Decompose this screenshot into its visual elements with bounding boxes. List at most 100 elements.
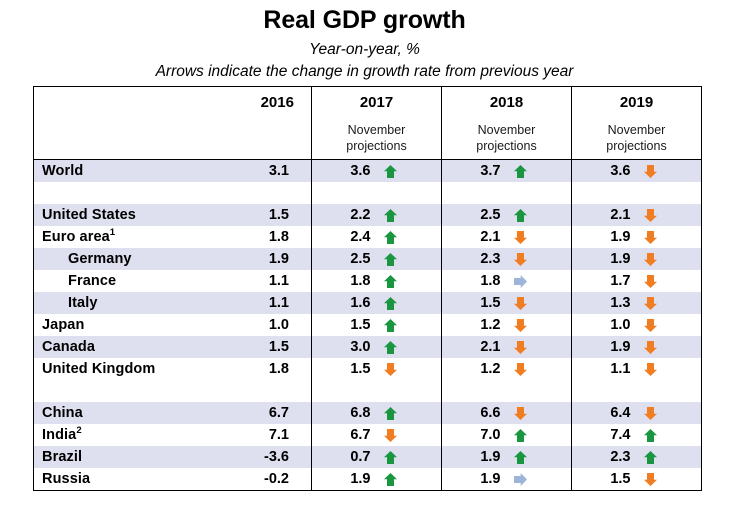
- value-2018: 1.9: [441, 468, 572, 491]
- value-2018-number: 1.9: [480, 449, 501, 466]
- arrow-up-icon: [383, 450, 398, 465]
- row-label: Italy: [33, 292, 244, 315]
- value-2017: 6.7: [311, 424, 442, 447]
- value-2017: 1.5: [311, 358, 442, 381]
- value-2019-number: 1.9: [610, 251, 631, 268]
- value-2019-arrow-slot: [633, 182, 687, 204]
- value-2018-arrow-slot: [503, 336, 557, 358]
- table-row: Brazil -3.6 0.7 1.9 2.3: [33, 446, 702, 469]
- value-2018-arrow-slot: [503, 248, 557, 270]
- value-2018: 1.5: [441, 292, 572, 315]
- value-2018: [441, 380, 572, 403]
- value-2016: 1.9: [243, 248, 312, 271]
- value-2019-arrow-slot: [633, 468, 687, 490]
- value-2017-number: 1.9: [350, 471, 371, 488]
- page-title: Real GDP growth: [263, 6, 466, 34]
- value-2017-arrow-slot: [373, 446, 427, 468]
- value-2018-arrow-slot: [503, 380, 557, 402]
- arrow-down-icon: [513, 362, 528, 377]
- row-label: [33, 380, 244, 403]
- value-2016: [243, 182, 312, 205]
- table-row: India2 7.1 6.7 7.0 7.4: [33, 424, 702, 447]
- header-year-2019: 2019: [619, 94, 654, 111]
- value-2017-arrow-slot: [373, 292, 427, 314]
- value-2018: 6.6: [441, 402, 572, 425]
- value-2018-arrow-slot: [503, 160, 557, 182]
- value-2018-number: 1.2: [480, 361, 501, 378]
- row-label: Germany: [33, 248, 244, 271]
- header-year-2018: 2018: [489, 94, 524, 111]
- arrow-up-icon: [383, 208, 398, 223]
- value-2018-arrow-slot: [503, 468, 557, 490]
- value-2019-arrow-slot: [633, 226, 687, 248]
- arrow-up-icon: [383, 274, 398, 289]
- arrow-down-icon: [513, 406, 528, 421]
- value-2018-arrow-slot: [503, 424, 557, 446]
- value-2018-number: 6.6: [480, 405, 501, 422]
- value-2019-number: 1.1: [610, 361, 631, 378]
- arrow-down-icon: [643, 274, 658, 289]
- arrow-up-icon: [383, 472, 398, 487]
- header-year-2016: 2016: [260, 94, 294, 111]
- value-2019: 1.7: [571, 270, 702, 293]
- subtitle-units: Year-on-year, %: [309, 40, 420, 58]
- value-2019-arrow-slot: [633, 358, 687, 380]
- value-2016: 1.0: [243, 314, 312, 337]
- value-2018: [441, 182, 572, 205]
- value-2019-arrow-slot: [633, 248, 687, 270]
- table-row: Japan 1.0 1.5 1.2 1.0: [33, 314, 702, 337]
- value-2017: [311, 182, 442, 205]
- row-label: Canada: [33, 336, 244, 359]
- row-label: [33, 182, 244, 205]
- arrow-down-icon: [383, 362, 398, 377]
- arrow-down-icon: [643, 406, 658, 421]
- arrow-down-icon: [383, 428, 398, 443]
- value-2019: 6.4: [571, 402, 702, 425]
- value-2017-arrow-slot: [373, 204, 427, 226]
- value-2018-arrow-slot: [503, 314, 557, 336]
- value-2019-number: 2.3: [610, 449, 631, 466]
- arrow-up-icon: [513, 208, 528, 223]
- row-label: Russia: [33, 468, 244, 491]
- row-label: World: [33, 159, 244, 183]
- value-2019-number: 1.7: [610, 273, 631, 290]
- value-2018-arrow-slot: [503, 402, 557, 424]
- header-proj-2018-line1: November: [477, 123, 536, 138]
- value-2018: 2.1: [441, 226, 572, 249]
- value-2016: 7.1: [243, 424, 312, 447]
- header-year-2017: 2017: [359, 94, 394, 111]
- value-2019: 1.0: [571, 314, 702, 337]
- value-2017-number: 2.2: [350, 207, 371, 224]
- table-row: France 1.1 1.8 1.8 1.7: [33, 270, 702, 293]
- value-2017-arrow-slot: [373, 182, 427, 204]
- row-label: Euro area1: [33, 226, 244, 249]
- arrow-up-icon: [383, 252, 398, 267]
- value-2019: [571, 182, 702, 205]
- arrow-up-icon: [383, 318, 398, 333]
- table-row: Italy 1.1 1.6 1.5 1.3: [33, 292, 702, 315]
- value-2018-number: 2.3: [480, 251, 501, 268]
- value-2017-arrow-slot: [373, 468, 427, 490]
- arrow-down-icon: [513, 252, 528, 267]
- table-row: United Kingdom 1.8 1.5 1.2 1.1: [33, 358, 702, 381]
- arrow-up-icon: [383, 406, 398, 421]
- value-2017: 1.5: [311, 314, 442, 337]
- value-2017-number: 0.7: [350, 449, 371, 466]
- arrow-up-icon: [383, 230, 398, 245]
- value-2016: 1.5: [243, 204, 312, 227]
- value-2018-arrow-slot: [503, 270, 557, 292]
- row-label: United States: [33, 204, 244, 227]
- footnote-marker: 2: [76, 425, 82, 437]
- value-2018-number: 7.0: [480, 427, 501, 444]
- arrow-down-icon: [513, 296, 528, 311]
- footnote-marker: 1: [109, 227, 116, 239]
- table-spacer-row: [33, 380, 702, 403]
- value-2017-number: 1.5: [350, 317, 371, 334]
- arrow-up-icon: [643, 428, 658, 443]
- value-2016: 1.5: [243, 336, 312, 359]
- header-proj-2017-line2: projections: [346, 139, 407, 154]
- header-cell-label: [33, 86, 244, 161]
- value-2019: 2.3: [571, 446, 702, 469]
- arrow-down-icon: [643, 472, 658, 487]
- value-2019-arrow-slot: [633, 204, 687, 226]
